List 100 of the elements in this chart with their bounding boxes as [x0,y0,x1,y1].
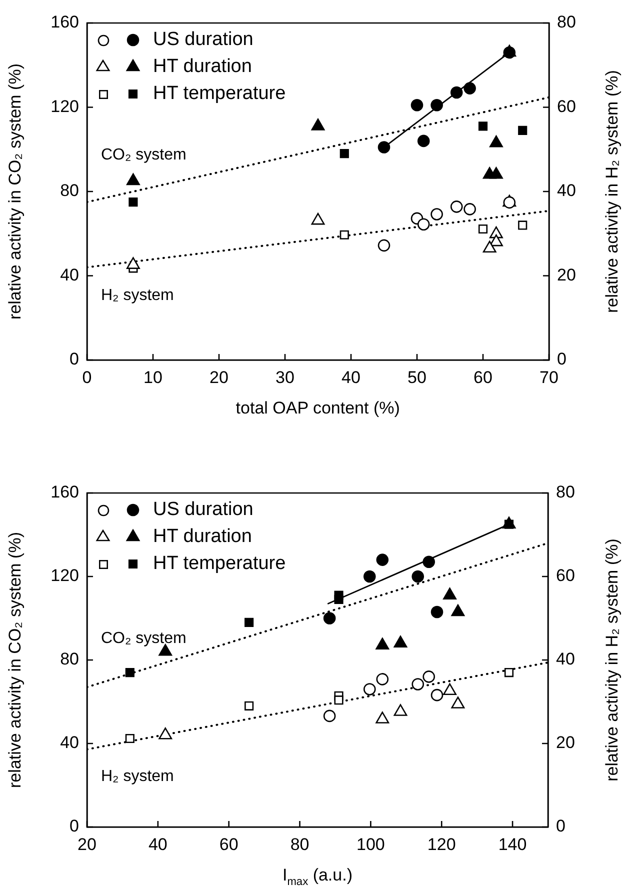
y-tick-label: 0 [70,816,79,836]
series-label: CO₂ system [101,630,186,648]
point [430,606,444,618]
series-label: H₂ system [101,287,174,304]
point [450,86,463,99]
point [128,197,138,207]
y2-tick-label: 80 [556,482,575,502]
point [363,570,376,583]
x-tick-label: 40 [148,834,168,854]
x-tick-label: 10 [144,368,162,387]
point [430,98,443,112]
point [430,688,444,702]
legend-label: US duration [153,499,254,520]
point [489,167,503,179]
point [394,636,408,648]
x-tick-label: 0 [82,368,92,387]
x-tick-label: 30 [276,368,294,387]
point [478,224,488,234]
point [376,638,390,650]
point [244,701,254,710]
y2-tick-label: 60 [556,566,575,586]
point [334,696,344,705]
y-axis-title: relative activity in CO₂ system (%) [6,64,25,320]
point [443,588,456,600]
point [340,149,349,158]
y-tick-label: 80 [60,181,79,200]
point [125,734,134,744]
y-tick-label: 120 [50,96,79,116]
y-tick-label: 0 [70,350,79,369]
point [311,118,325,130]
point [158,728,172,740]
legend-label: HT duration [153,56,252,78]
point [378,141,390,154]
x-axis-title: total OAP content (%) [236,398,400,418]
point [489,135,503,148]
point [518,126,528,135]
x-tick-label: 100 [356,834,385,854]
point [412,678,424,690]
legend-label: HT temperature [153,83,286,104]
point [376,554,389,566]
point [376,673,389,686]
point [430,208,443,220]
series-label: H₂ system [101,768,174,786]
y-tick-label: 40 [60,733,79,752]
x-tick-label: 120 [427,834,456,854]
point [489,234,503,246]
point [451,604,465,616]
point [464,82,476,94]
x-tick-label: 80 [290,834,310,854]
x-tick-label: 140 [498,834,527,854]
y-axis-title: relative activity in CO₂ system (%) [6,532,25,788]
point [443,683,456,696]
y2-tick-label: 40 [556,650,575,669]
point [504,668,514,678]
x-tick-label: 20 [210,368,228,387]
point [376,712,390,724]
y-tick-label: 120 [50,566,79,586]
y2-axis-title: relative activity in H₂ system (%) [602,538,622,782]
y-tick-label: 40 [60,265,79,284]
point [422,670,435,683]
y-tick-label: 80 [60,650,79,669]
point [323,710,336,722]
point [378,239,390,252]
y2-tick-label: 60 [557,96,576,116]
point [518,220,528,230]
y2-tick-label: 20 [556,733,575,752]
point [417,134,430,148]
point [126,173,140,186]
y2-tick-label: 40 [557,181,576,200]
legend-label: US duration [153,29,254,50]
y2-tick-label: 20 [557,265,576,284]
point [125,668,134,678]
point [478,122,488,131]
x-tick-label: 70 [540,368,558,387]
x-tick-label: 60 [219,834,238,854]
point [323,612,336,624]
point [417,218,430,231]
x-tick-label: 40 [342,368,360,387]
legend-label: HT duration [153,526,252,548]
point [482,240,496,253]
point [464,203,476,216]
point [451,696,465,708]
point [450,200,463,213]
point [422,556,435,568]
y2-tick-label: 80 [557,12,576,32]
series-label: CO₂ system [101,146,186,164]
point [412,570,424,583]
y-tick-label: 160 [50,482,79,502]
point [410,98,424,112]
x-tick-label: 20 [78,834,96,854]
x-tick-label: 60 [474,368,492,387]
y2-tick-label: 0 [557,350,566,369]
x-tick-label: 50 [408,368,426,387]
point [334,590,344,600]
point [394,704,408,716]
point [244,618,254,627]
point [363,683,376,696]
y2-tick-label: 0 [556,816,566,836]
point [340,230,349,240]
point [126,257,140,269]
